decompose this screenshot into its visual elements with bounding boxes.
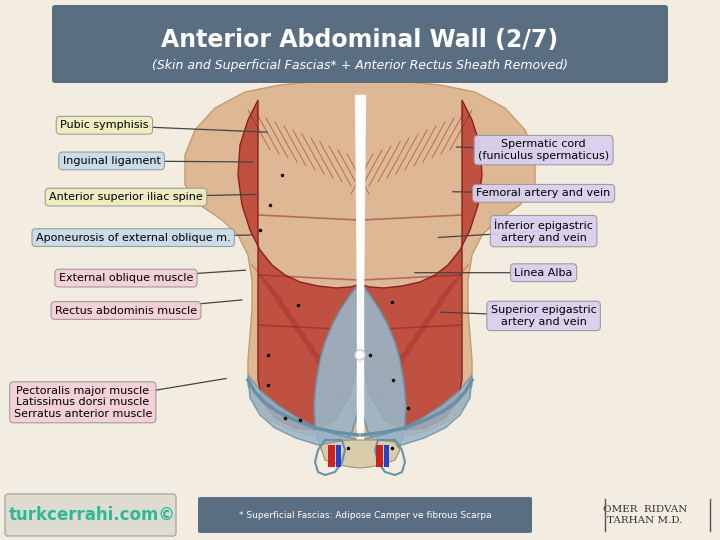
Text: Superior epigastric
artery and vein: Superior epigastric artery and vein	[491, 305, 596, 327]
Polygon shape	[362, 375, 472, 448]
FancyBboxPatch shape	[5, 494, 176, 536]
Text: Aponeurosis of external oblique m.: Aponeurosis of external oblique m.	[36, 233, 230, 242]
Polygon shape	[248, 375, 358, 448]
FancyBboxPatch shape	[384, 445, 389, 467]
Text: Femoral artery and vein: Femoral artery and vein	[477, 188, 611, 198]
Polygon shape	[314, 285, 360, 455]
FancyBboxPatch shape	[376, 445, 383, 467]
Text: İnferior epigastric
artery and vein: İnferior epigastric artery and vein	[494, 219, 593, 243]
Text: (Skin and Superficial Fascias* + Anterior Rectus Sheath Removed): (Skin and Superficial Fascias* + Anterio…	[152, 58, 568, 71]
Polygon shape	[358, 100, 482, 430]
Text: External oblique muscle: External oblique muscle	[59, 273, 193, 283]
Text: Anterior superior iliac spine: Anterior superior iliac spine	[49, 192, 203, 202]
Ellipse shape	[355, 350, 365, 360]
FancyBboxPatch shape	[336, 445, 341, 467]
Polygon shape	[238, 100, 362, 430]
Polygon shape	[185, 80, 535, 442]
Text: * Superficial Fascias: Adipose Camper ve fibrous Scarpa: * Superficial Fascias: Adipose Camper ve…	[239, 510, 491, 519]
Polygon shape	[360, 285, 406, 455]
Text: Rectus abdominis muscle: Rectus abdominis muscle	[55, 306, 197, 315]
Text: Pubic symphisis: Pubic symphisis	[60, 120, 148, 130]
FancyBboxPatch shape	[198, 497, 532, 533]
Text: turkcerrahi.com©: turkcerrahi.com©	[9, 506, 176, 524]
Text: Linea Alba: Linea Alba	[514, 268, 573, 278]
FancyBboxPatch shape	[328, 445, 335, 467]
Text: Spermatic cord
(funiculus spermaticus): Spermatic cord (funiculus spermaticus)	[478, 139, 609, 161]
Text: Anterior Abdominal Wall (2/7): Anterior Abdominal Wall (2/7)	[161, 28, 559, 52]
Text: OMER  RIDVAN
TARHAN M.D.: OMER RIDVAN TARHAN M.D.	[603, 505, 687, 525]
Text: Pectoralis major muscle
Latissimus dorsi muscle
Serratus anterior muscle: Pectoralis major muscle Latissimus dorsi…	[14, 386, 152, 419]
FancyBboxPatch shape	[52, 5, 668, 83]
Polygon shape	[320, 440, 400, 468]
Text: Inguinal ligament: Inguinal ligament	[63, 156, 161, 166]
